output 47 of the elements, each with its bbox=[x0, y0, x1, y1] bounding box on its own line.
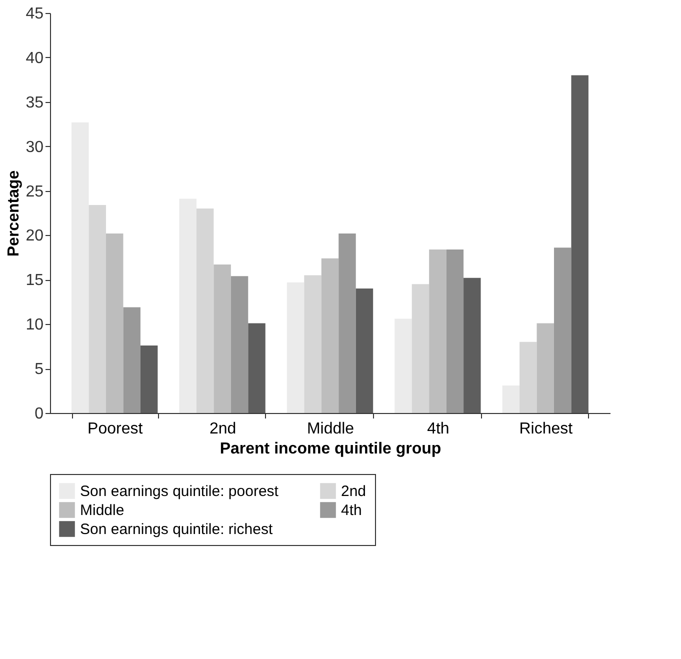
bar bbox=[356, 288, 374, 413]
x-axis-title: Parent income quintile group bbox=[220, 440, 442, 458]
bar bbox=[106, 233, 124, 413]
bar bbox=[536, 323, 554, 413]
bar bbox=[214, 264, 231, 413]
legend-label: Son earnings quintile: poorest bbox=[80, 483, 280, 500]
x-tick-label: Middle bbox=[306, 420, 354, 438]
bar bbox=[248, 323, 266, 413]
bar bbox=[446, 249, 464, 413]
x-tick-label: Richest bbox=[519, 420, 574, 438]
bar bbox=[502, 385, 520, 413]
y-tick-label: 20 bbox=[26, 228, 44, 245]
y-tick-label: 35 bbox=[26, 94, 44, 112]
x-tick-label: 4th bbox=[427, 420, 450, 438]
y-tick-label: 45 bbox=[26, 6, 44, 22]
x-tick-label: 2nd bbox=[209, 420, 236, 438]
y-tick-label: 5 bbox=[34, 361, 44, 378]
y-tick-label: 0 bbox=[34, 406, 44, 422]
bar bbox=[554, 248, 572, 413]
bar bbox=[140, 345, 158, 413]
bar bbox=[179, 198, 196, 413]
bar bbox=[230, 276, 248, 413]
bar bbox=[196, 208, 214, 413]
y-axis-title: Percentage bbox=[6, 170, 23, 257]
legend-label: 4th bbox=[341, 502, 362, 519]
y-tick-label: 15 bbox=[26, 272, 44, 290]
x-tick-label: Poorest bbox=[88, 420, 144, 438]
bar bbox=[72, 122, 89, 413]
y-tick-label: 25 bbox=[26, 183, 44, 200]
bar bbox=[304, 275, 322, 413]
bar bbox=[464, 278, 481, 413]
y-tick-label: 10 bbox=[26, 316, 44, 334]
bar bbox=[520, 342, 537, 413]
y-tick-label: 30 bbox=[26, 138, 44, 156]
legend-label: Middle bbox=[80, 502, 124, 519]
bar bbox=[394, 318, 412, 413]
legend-label: 2nd bbox=[341, 483, 366, 500]
bar bbox=[123, 307, 140, 413]
bar bbox=[88, 205, 106, 413]
bar bbox=[412, 284, 430, 413]
bar bbox=[286, 282, 304, 413]
y-tick-label: 40 bbox=[26, 50, 44, 67]
bar bbox=[429, 249, 446, 413]
legend-label: Son earnings quintile: richest bbox=[80, 521, 274, 538]
bar bbox=[338, 233, 356, 413]
bar bbox=[321, 258, 339, 413]
bar bbox=[571, 75, 588, 413]
